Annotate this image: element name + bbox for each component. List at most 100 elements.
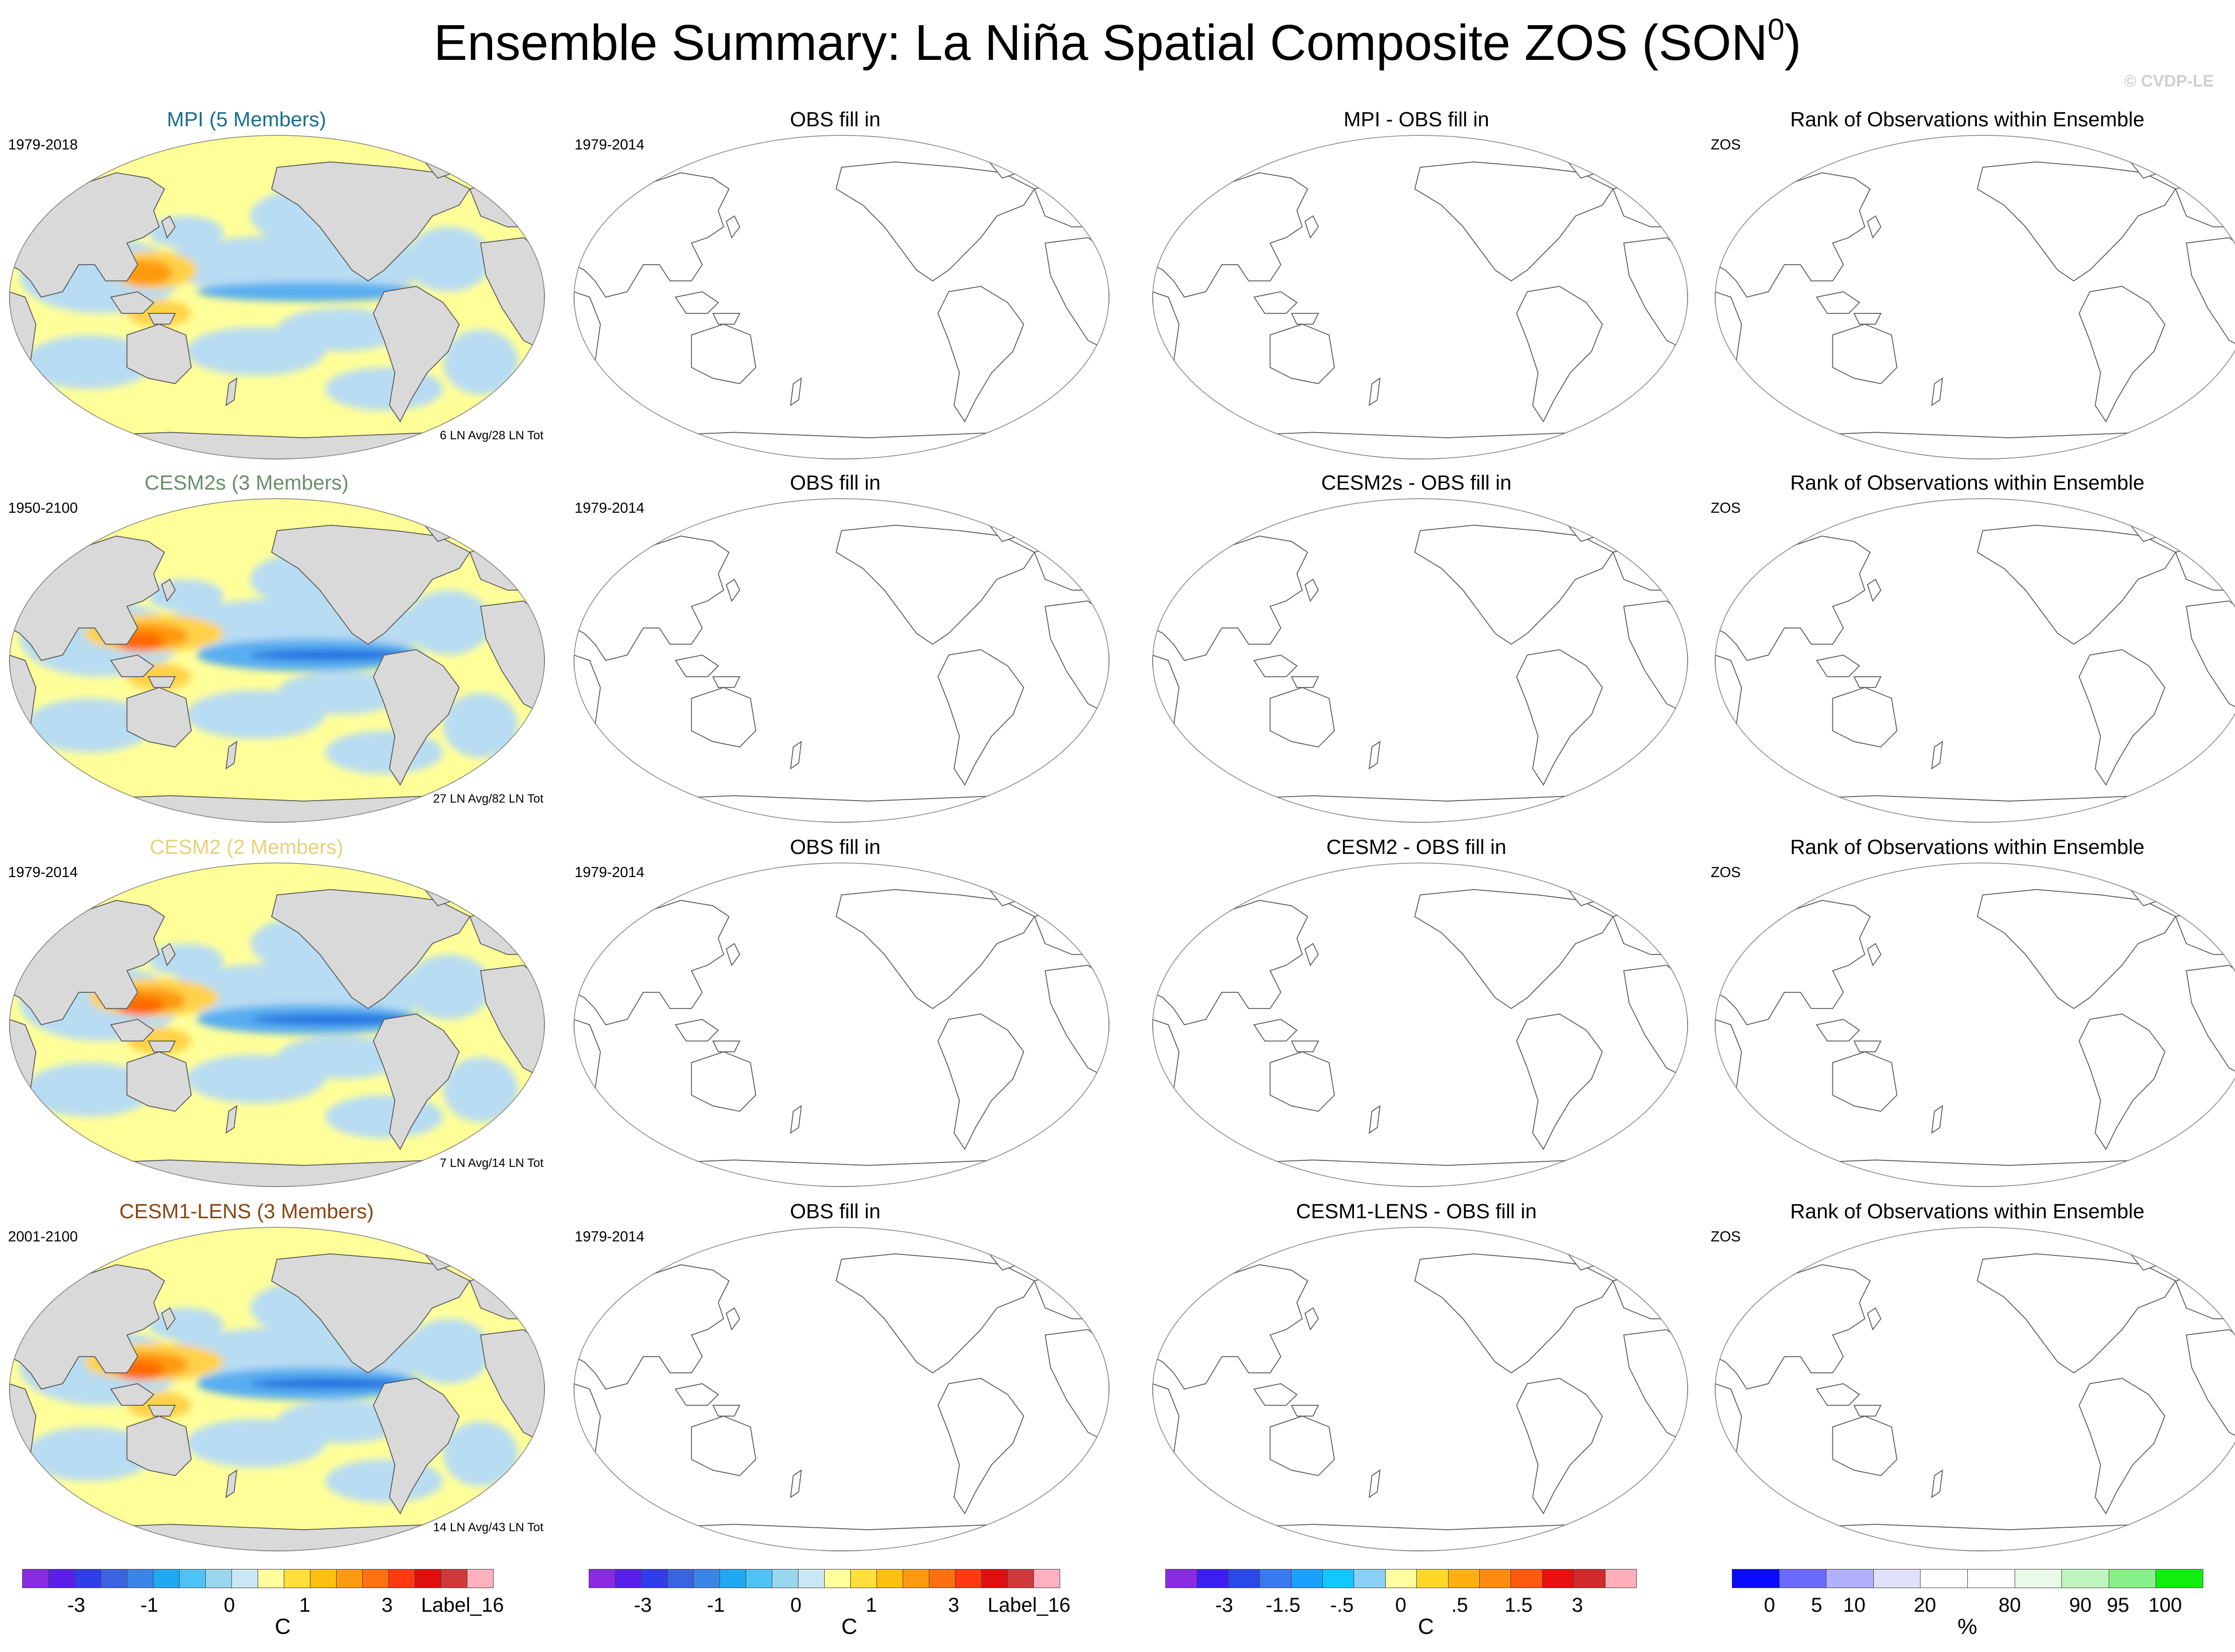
colorbar-swatch: [1510, 1569, 1543, 1588]
colorbar-label: -3: [67, 1594, 86, 1616]
colorbar-label: Label_16: [987, 1594, 1071, 1616]
colorbar-swatch: [1573, 1569, 1606, 1588]
obs-map-0: [574, 135, 1109, 459]
colorbar-swatch: [772, 1569, 799, 1588]
map-border: [1715, 1227, 2235, 1551]
diff-map-2: [1152, 862, 1688, 1187]
panel-title: Rank of Observations within Ensemble: [1790, 1200, 2145, 1223]
colorbar-swatch: [746, 1569, 772, 1588]
event-count: 6 LN Avg/28 LN Tot: [440, 429, 543, 442]
panel-title: OBS fill in: [790, 108, 881, 131]
colorbar-swatch: [441, 1569, 467, 1588]
colorbar-swatch: [1259, 1569, 1292, 1588]
colorbar-label: 95: [2107, 1594, 2129, 1616]
colorbar-label: -3: [633, 1594, 652, 1616]
colorbar-swatch: [1353, 1569, 1386, 1588]
colorbar-label: 1: [865, 1594, 877, 1616]
map-border: [574, 498, 1109, 823]
map-border: [1152, 862, 1688, 1187]
colorbar-swatch: [1228, 1569, 1260, 1588]
variable-label: ZOS: [1711, 137, 1741, 153]
colorbar-label: 20: [1913, 1594, 1937, 1616]
colorbar-swatch: [48, 1569, 75, 1588]
map-border: [9, 862, 545, 1187]
colorbar-swatch: [615, 1569, 642, 1588]
panel-title: OBS fill in: [790, 471, 881, 494]
model-map-1: [9, 498, 545, 823]
colorbar-label: -1.5: [1265, 1594, 1301, 1616]
colorbar-swatch: [1605, 1569, 1637, 1588]
panel-title: CESM2 (2 Members): [149, 835, 344, 858]
colorbar-swatch: [1322, 1569, 1354, 1588]
colorbar-label: 3: [1571, 1594, 1583, 1616]
colorbar-swatch: [362, 1569, 389, 1588]
variable-label: ZOS: [1711, 500, 1741, 516]
page-title: Ensemble Summary: La Niña Spatial Compos…: [434, 13, 1801, 71]
event-count: 7 LN Avg/14 LN Tot: [440, 1156, 543, 1170]
colorbar-swatch: [1196, 1569, 1229, 1588]
colorbar-unit: C: [275, 1614, 291, 1639]
panel-title: CESM1-LENS - OBS fill in: [1296, 1200, 1537, 1223]
colorbar-swatch: [2014, 1569, 2062, 1588]
colorbar-swatch: [22, 1569, 49, 1588]
model-map-0: [9, 135, 545, 459]
panel-title: CESM2 - OBS fill in: [1326, 835, 1506, 858]
colorbar-label: 5: [1811, 1594, 1822, 1616]
colorbar-swatch: [1967, 1569, 2015, 1588]
colorbar-swatch: [1165, 1569, 1198, 1588]
colorbar-swatch: [1542, 1569, 1574, 1588]
map-border: [1715, 135, 2235, 459]
colorbar-swatch: [101, 1569, 127, 1588]
panel-title: OBS fill in: [790, 835, 881, 858]
year-range: 1979-2014: [575, 1229, 645, 1245]
colorbar-label: -.5: [1330, 1594, 1354, 1616]
colorbar-label: .5: [1451, 1594, 1468, 1616]
obs-map-3: [574, 1227, 1109, 1551]
colorbar-label: 10: [1843, 1594, 1866, 1616]
colorbar-swatch: [1033, 1569, 1060, 1588]
panel-title: CESM2s (3 Members): [144, 471, 349, 494]
colorbar-swatch: [388, 1569, 415, 1588]
colorbar-swatch: [415, 1569, 441, 1588]
colorbar-label: 90: [2069, 1594, 2092, 1616]
colorbar-label: 3: [948, 1594, 960, 1616]
colorbar-label: 0: [790, 1594, 802, 1616]
colorbar-swatch: [1385, 1569, 1417, 1588]
map-border: [1152, 135, 1688, 459]
colorbar-label: 3: [381, 1594, 393, 1616]
panel-title: Rank of Observations within Ensemble: [1790, 835, 2145, 858]
rank-map-0: [1715, 135, 2235, 459]
panel-title: CESM1-LENS (3 Members): [119, 1200, 374, 1223]
colorbar-label: Label_16: [421, 1594, 504, 1616]
variable-label: ZOS: [1711, 864, 1741, 881]
colorbar-swatch: [2156, 1569, 2203, 1588]
colorbar-unit: C: [841, 1614, 857, 1639]
colorbar-swatch: [179, 1569, 206, 1588]
colorbar-label: 100: [2148, 1594, 2182, 1616]
colorbar-swatch: [231, 1569, 258, 1588]
colorbar-swatch: [981, 1569, 1008, 1588]
colorbar-swatch: [467, 1569, 494, 1588]
year-range: 1979-2018: [8, 137, 78, 153]
colorbar-swatch: [2061, 1569, 2109, 1588]
map-border: [9, 1227, 545, 1551]
colorbar-label: -1: [140, 1594, 158, 1616]
panel-title: MPI - OBS fill in: [1343, 108, 1489, 131]
map-border: [1715, 862, 2235, 1187]
colorbar-swatch: [876, 1569, 903, 1588]
map-border: [574, 862, 1109, 1187]
event-count: 14 LN Avg/43 LN Tot: [433, 1521, 543, 1534]
colorbar-label: 1: [299, 1594, 310, 1616]
colorbar-swatch: [2108, 1569, 2157, 1588]
event-count: 27 LN Avg/82 LN Tot: [433, 792, 543, 806]
colorbar-swatch: [1448, 1569, 1480, 1588]
rank-map-2: [1715, 862, 2235, 1187]
colorbar-swatch: [1416, 1569, 1449, 1588]
colorbar-swatch: [850, 1569, 877, 1588]
obs-map-2: [574, 862, 1109, 1187]
colorbar-swatch: [1291, 1569, 1323, 1588]
panel-title: MPI (5 Members): [167, 108, 327, 131]
diff-map-3: [1152, 1227, 1688, 1551]
obs-map-1: [574, 498, 1109, 823]
colorbar-label: -3: [1215, 1594, 1233, 1616]
